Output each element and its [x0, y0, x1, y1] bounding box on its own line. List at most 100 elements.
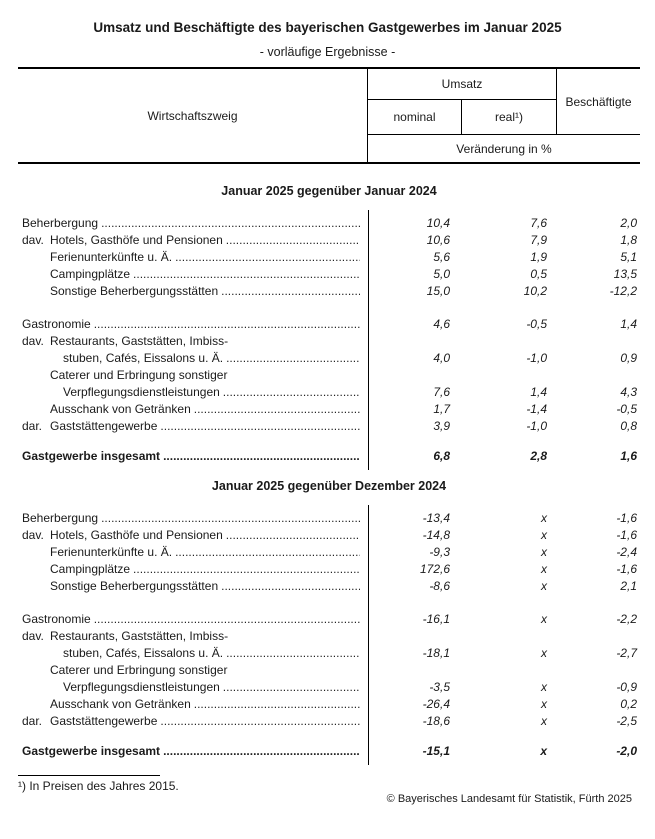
umsatz-column-header: Umsatz	[368, 69, 556, 100]
value-cell: 0,5	[530, 267, 547, 281]
row-label-cell: Verpflegungsdienstleistungen	[18, 384, 368, 401]
value-cell	[462, 628, 556, 645]
value-cell: -0,9	[616, 680, 637, 694]
leader-dots	[94, 611, 360, 628]
footnote-marker: ¹)	[18, 779, 26, 793]
table-row: Ausschank von Getränken 1,7 -1,4 -0,5	[18, 401, 640, 418]
value-cell	[368, 662, 462, 679]
value-cell: 0,9	[620, 351, 637, 365]
value-cell: -1,6	[616, 528, 637, 542]
row-label-cell: Gastgewerbe insgesamt	[18, 448, 368, 465]
value-cell: -2,0	[616, 744, 637, 758]
value-cell: -13,4	[422, 511, 450, 525]
row-label: Caterer und Erbringung sonstiger	[50, 368, 228, 382]
row-label: Ferienunterkünfte u. Ä.	[50, 545, 173, 559]
row-label-cell: dav. Restaurants, Gaststätten, Imbiss-	[18, 333, 368, 350]
value-cell: -0,5	[526, 317, 547, 331]
value-cell: 3,9	[433, 419, 450, 433]
row-label: Restaurants, Gaststätten, Imbiss-	[50, 629, 229, 643]
value-cell: x	[541, 579, 547, 593]
row-label: Campingplätze	[50, 267, 131, 281]
row-label-cell: Gastronomie	[18, 316, 368, 333]
leader-dots	[133, 561, 360, 578]
value-cell: -3,5	[429, 680, 450, 694]
leader-dots	[175, 249, 360, 266]
value-cell	[368, 367, 462, 384]
page-title: Umsatz und Beschäftigte des bayerischen …	[93, 20, 562, 35]
table-row: dav. Hotels, Gasthöfe und Pensionen -14,8 x…	[18, 527, 640, 544]
value-cell: -9,3	[429, 545, 450, 559]
value-cell: x	[541, 697, 547, 711]
column-divider	[368, 210, 369, 470]
value-cell: 2,1	[620, 579, 637, 593]
value-cell: 7,9	[530, 233, 547, 247]
value-cell: -1,6	[616, 562, 637, 576]
table-row: dav. Restaurants, Gaststätten, Imbiss-	[18, 628, 640, 645]
row-label-cell: dav. Hotels, Gasthöfe und Pensionen	[18, 232, 368, 249]
section-body: Beherbergung 10,4 7,6 2,0 dav. Hotels, Gasthö…	[18, 210, 640, 470]
row-label-cell: Ferienunterkünfte u. Ä.	[18, 544, 368, 561]
value-cell: 10,6	[426, 233, 450, 247]
table-row: Beherbergung -13,4 x -1,6	[18, 510, 640, 527]
value-cell: 10,2	[523, 284, 547, 298]
value-cell: x	[541, 646, 547, 660]
value-cell: -26,4	[422, 697, 450, 711]
row-label-cell: Caterer und Erbringung sonstiger	[18, 367, 368, 384]
table-row: stuben, Cafés, Eissalons u. Ä. -18,1 x -2,7	[18, 645, 640, 662]
table-row: Ferienunterkünfte u. Ä. -9,3 x -2,4	[18, 544, 640, 561]
row-label-cell: dar. Gaststättengewerbe	[18, 713, 368, 730]
nominal-column-header: nominal	[368, 100, 462, 135]
value-cell: x	[541, 511, 547, 525]
value-cell: x	[540, 744, 547, 758]
value-cell: 172,6	[419, 562, 450, 576]
row-label: Gaststättengewerbe	[50, 714, 158, 728]
leader-dots	[226, 350, 360, 367]
value-cell: 5,6	[433, 250, 450, 264]
value-cell	[368, 333, 462, 350]
value-cell: -16,1	[422, 612, 450, 626]
leader-dots	[223, 384, 360, 401]
row-label: Campingplätze	[50, 562, 131, 576]
value-cell	[462, 662, 556, 679]
value-cell: 6,8	[433, 449, 450, 463]
leader-dots	[133, 266, 360, 283]
page-subtitle: - vorläufige Ergebnisse -	[259, 45, 396, 59]
value-cell: 4,6	[433, 317, 450, 331]
row-label-cell: Verpflegungsdienstleistungen	[18, 679, 368, 696]
row-group: Beherbergung -13,4 x -1,6 dav. Hotels, Gasthö…	[18, 510, 640, 595]
value-cell: 1,6	[620, 449, 637, 463]
column-divider	[368, 505, 369, 765]
row-label-cell: Beherbergung	[18, 510, 368, 527]
value-cell: -2,7	[616, 646, 637, 660]
footnote-text: In Preisen des Jahres 2015.	[29, 779, 179, 793]
row-label: Restaurants, Gaststätten, Imbiss-	[50, 334, 229, 348]
leader-dots	[226, 645, 360, 662]
value-cell	[368, 628, 462, 645]
row-prefix: dav.	[22, 629, 44, 643]
table-row: Gastronomie -16,1 x -2,2	[18, 611, 640, 628]
leader-dots	[101, 215, 360, 232]
value-cell: -1,0	[526, 351, 547, 365]
value-cell: -0,5	[616, 402, 637, 416]
row-prefix: dav.	[22, 334, 44, 348]
value-cell: 0,8	[620, 419, 637, 433]
row-label-cell: dav. Restaurants, Gaststätten, Imbiss-	[18, 628, 368, 645]
value-cell: -8,6	[429, 579, 450, 593]
leader-dots	[194, 696, 360, 713]
row-label-cell: stuben, Cafés, Eissalons u. Ä.	[18, 645, 368, 662]
row-label: Gastgewerbe insgesamt	[22, 449, 161, 463]
row-label-cell: stuben, Cafés, Eissalons u. Ä.	[18, 350, 368, 367]
row-label: Ferienunterkünfte u. Ä.	[50, 250, 173, 264]
footnote: ¹) In Preisen des Jahres 2015.	[18, 779, 655, 793]
value-cell: 10,4	[426, 216, 450, 230]
value-cell	[556, 628, 640, 645]
value-cell: x	[541, 528, 547, 542]
row-label: Ausschank von Getränken	[50, 697, 191, 711]
value-cell	[556, 367, 640, 384]
table-row: stuben, Cafés, Eissalons u. Ä. 4,0 -1,0 0,9	[18, 350, 640, 367]
row-label: stuben, Cafés, Eissalons u. Ä.	[63, 351, 224, 365]
row-label: Sonstige Beherbergungsstätten	[50, 284, 219, 298]
row-label: Gastronomie	[22, 612, 91, 626]
leader-dots	[160, 418, 360, 435]
value-cell	[556, 333, 640, 350]
